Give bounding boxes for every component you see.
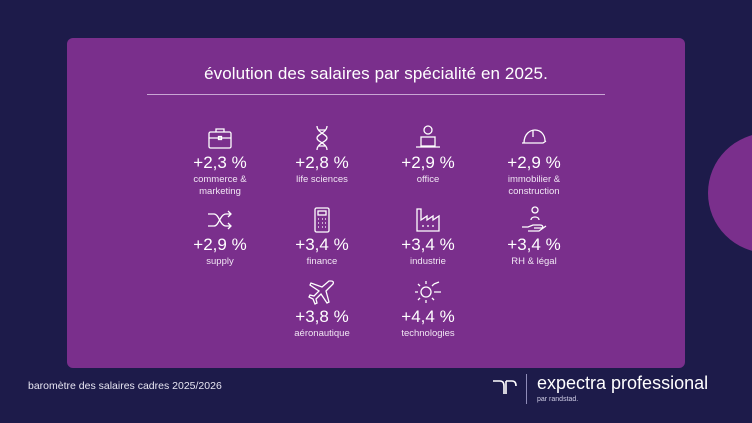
stat-life-sciences: +2,8 % life sciences — [267, 124, 377, 185]
content-card: évolution des salaires par spécialité en… — [67, 38, 685, 368]
airplane-icon — [307, 278, 337, 306]
page-title: évolution des salaires par spécialité en… — [204, 64, 548, 83]
shuffle-icon — [205, 206, 235, 234]
stat-label: finance — [306, 256, 338, 267]
hand-person-icon — [519, 206, 549, 234]
factory-icon — [413, 206, 443, 234]
hard-hat-icon — [519, 124, 549, 152]
stat-value: +2,8 % — [295, 153, 349, 172]
stat-office: +2,9 % office — [373, 124, 483, 185]
stat-label: aéronautique — [294, 328, 350, 339]
dna-icon — [307, 124, 337, 152]
stat-label: industrie — [410, 256, 446, 267]
brand-divider — [526, 374, 527, 404]
gear-circuit-icon — [413, 278, 443, 306]
stat-label: commerce & — [193, 174, 247, 185]
stat-label: office — [416, 174, 440, 185]
stat-supply: +2,9 % supply — [165, 206, 275, 267]
stat-value: +2,3 % — [193, 153, 247, 172]
stat-label-line2: marketing — [199, 186, 241, 197]
stat-label: life sciences — [296, 174, 348, 185]
stat-value: +3,8 % — [295, 307, 349, 326]
stat-value: +4,4 % — [401, 307, 455, 326]
stat-technologies: +4,4 % technologies — [373, 278, 483, 339]
stat-value: +3,4 % — [507, 235, 561, 254]
desk-worker-icon — [413, 124, 443, 152]
briefcase-icon — [205, 124, 235, 152]
brand-name: expectra professional — [537, 373, 709, 393]
stat-label-line2: construction — [508, 186, 560, 197]
stat-finance: +3,4 % finance — [267, 206, 377, 267]
footer-caption: baromètre des salaires cadres 2025/2026 — [28, 380, 222, 392]
stat-value: +2,9 % — [507, 153, 561, 172]
stat-label: supply — [206, 256, 234, 267]
stat-label: RH & légal — [511, 256, 557, 267]
calculator-icon — [307, 206, 337, 234]
stat-commerce-marketing: +2,3 % commerce & marketing — [165, 124, 275, 197]
stat-aeronautique: +3,8 % aéronautique — [267, 278, 377, 339]
brand-subtitle: par randstad. — [537, 396, 579, 403]
brand-logo-icon — [493, 380, 517, 394]
stat-immobilier-construction: +2,9 % immobilier & construction — [479, 124, 589, 197]
stat-value: +2,9 % — [401, 153, 455, 172]
stat-rh-legal: +3,4 % RH & légal — [479, 206, 589, 267]
stat-value: +3,4 % — [401, 235, 455, 254]
stat-value: +3,4 % — [295, 235, 349, 254]
decorative-circle — [708, 133, 752, 253]
stat-value: +2,9 % — [193, 235, 247, 254]
stat-label: technologies — [401, 328, 455, 339]
stat-label: immobilier & — [507, 174, 561, 185]
stat-industrie: +3,4 % industrie — [373, 206, 483, 267]
title-divider — [147, 94, 605, 95]
